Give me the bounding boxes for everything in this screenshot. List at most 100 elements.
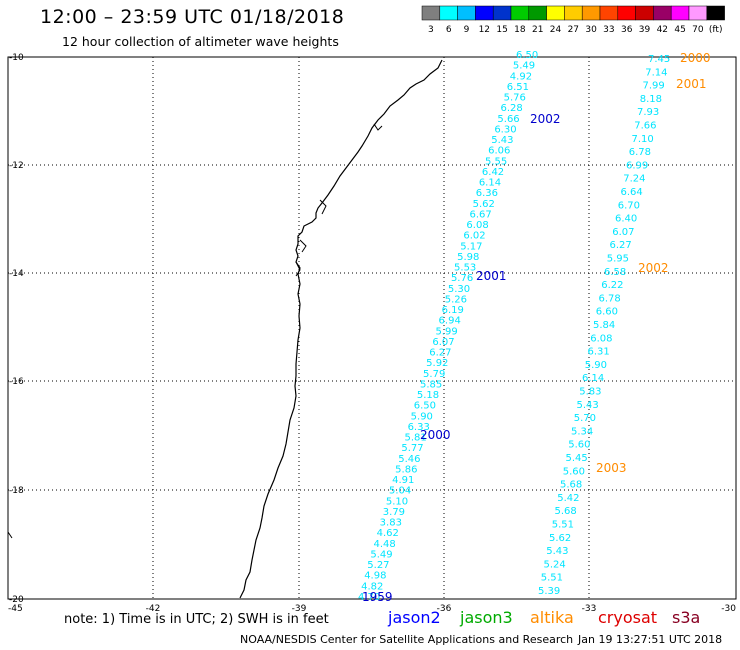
coastline: [239, 59, 443, 599]
longitude-label: -36: [437, 604, 452, 614]
wave-height-value: 5.76: [504, 93, 526, 104]
legend-altika: altika: [530, 608, 574, 627]
latitude-label: -16: [9, 377, 24, 387]
legend-cryosat: cryosat: [598, 608, 658, 627]
wave-height-value: 7.24: [623, 174, 645, 185]
wave-height-value: 6.64: [621, 187, 643, 198]
wave-height-value: 5.43: [491, 135, 513, 146]
wave-height-value: 4.98: [364, 571, 386, 582]
wave-height-value: 6.08: [466, 220, 488, 231]
latitude-label: -18: [9, 486, 24, 496]
latitude-label: -10: [9, 53, 24, 63]
wave-height-value: 5.39: [538, 586, 560, 597]
wave-height-value: 5.34: [571, 426, 593, 437]
wave-height-value: 5.98: [457, 252, 479, 263]
wave-height-value: 7.66: [634, 121, 656, 132]
wave-height-value: 5.45: [566, 453, 588, 464]
time-label: 2000: [680, 51, 711, 65]
wave-height-value: 5.24: [544, 559, 566, 570]
wave-height-value: 6.70: [618, 200, 640, 211]
wave-height-value: 5.51: [541, 573, 563, 584]
wave-height-value: 5.81: [404, 433, 426, 444]
wave-height-value: 6.40: [615, 214, 637, 225]
wave-height-value: 5.30: [448, 284, 470, 295]
colorbar-label: 21: [532, 25, 543, 35]
colorbar-swatch: [706, 5, 725, 21]
wave-height-value: 6.30: [494, 124, 516, 135]
wave-height-value: 5.43: [577, 400, 599, 411]
wave-height-value: 5.95: [607, 254, 629, 265]
lat-lon-grid: [8, 57, 736, 599]
wave-height-value: 8.18: [640, 94, 662, 105]
wave-height-value: 5.83: [579, 387, 601, 398]
colorbar-label: 30: [585, 25, 597, 35]
wave-height-value: 6.31: [588, 347, 610, 358]
wave-height-value: 3.83: [380, 518, 402, 529]
note-text: note: 1) Time is in UTC; 2) SWH is in fe…: [64, 612, 329, 627]
wave-height-value: 5.60: [563, 466, 585, 477]
colorbar-swatch: [581, 5, 601, 21]
latitude-labels: -10 -12 -14 -16 -18 -20: [9, 53, 24, 605]
wave-height-value: 3.79: [383, 507, 405, 518]
wave-height-value: 6.78: [629, 147, 651, 158]
colorbar-labels: 3 6 9 12 15 18 21 24 27 30 33 36 39 42 45 70 (ft): [428, 25, 722, 35]
wave-height-value: 5.49: [513, 61, 535, 72]
wave-height-value: 5.43: [546, 546, 568, 557]
map-frame: [7, 56, 737, 600]
wave-height-value: 5.49: [370, 549, 392, 560]
wave-height-value: 5.99: [435, 326, 457, 337]
wave-height-value: 4.48: [373, 539, 395, 550]
wave-height-value: 5.90: [585, 360, 607, 371]
time-label: 1959: [362, 590, 393, 604]
wave-height-value: 5.10: [386, 496, 408, 507]
colorbar-label: 24: [550, 25, 562, 35]
wave-height-value: 5.62: [549, 533, 571, 544]
wave-height-value: 6.27: [610, 240, 632, 251]
wave-height-value: 5.84: [593, 320, 615, 331]
time-label: 2003: [596, 461, 627, 475]
wave-height-value: 5.68: [555, 506, 577, 517]
colorbar-label: 70: [692, 25, 704, 35]
coastline-islands: [7, 123, 383, 539]
wave-height-value: 6.27: [429, 348, 451, 359]
wave-height-value: 5.92: [426, 358, 448, 369]
wave-height-value: 6.14: [582, 373, 604, 384]
wave-height-value: 6.50: [414, 401, 436, 412]
wave-height-value: 5.86: [395, 464, 417, 475]
colorbar-label: 42: [657, 25, 668, 35]
colorbar-swatch: [635, 5, 654, 21]
wave-height-value: 5.62: [473, 199, 495, 210]
colorbar-swatch: [439, 5, 458, 21]
wave-height-value: 6.02: [463, 231, 485, 242]
wave-height-value: 6.78: [599, 293, 621, 304]
wave-height-value: 5.79: [423, 369, 445, 380]
longitude-label: -42: [146, 604, 161, 614]
colorbar-label: 6: [446, 25, 452, 35]
wave-height-value: 5.66: [497, 114, 519, 125]
wave-height-value: 4.62: [377, 528, 399, 539]
wave-height-value: 4.70: [358, 592, 380, 603]
wave-height-value: 6.06: [488, 146, 510, 157]
wave-height-value: 5.53: [454, 263, 476, 274]
time-label: 2001: [476, 269, 507, 283]
time-label: 2000: [420, 428, 451, 442]
wave-height-value: 6.22: [601, 280, 623, 291]
map-subtitle: 12 hour collection of altimeter wave hei…: [62, 34, 339, 49]
colorbar-swatch: [492, 5, 512, 21]
latitude-label: -12: [9, 161, 24, 171]
wave-height-value: 6.50: [516, 50, 538, 61]
colorbar-label: 33: [603, 25, 614, 35]
wave-height-value: 5.42: [557, 493, 579, 504]
wave-height-value: 5.70: [574, 413, 596, 424]
wave-height-value: 6.36: [476, 188, 498, 199]
wave-height-value: 6.99: [626, 160, 648, 171]
colorbar-swatch: [653, 5, 672, 21]
legend-s3a: s3a: [672, 608, 701, 627]
timestamp: Jan 19 13:27:51 UTC 2018: [578, 633, 723, 646]
credit-text: NOAA/NESDIS Center for Satellite Applica…: [240, 633, 574, 646]
wave-height-value: 5.27: [367, 560, 389, 571]
longitude-label: -45: [8, 604, 23, 614]
wave-height-value: 5.18: [417, 390, 439, 401]
longitude-labels: -45 -42 -39 -36 -33 -30: [8, 604, 736, 614]
